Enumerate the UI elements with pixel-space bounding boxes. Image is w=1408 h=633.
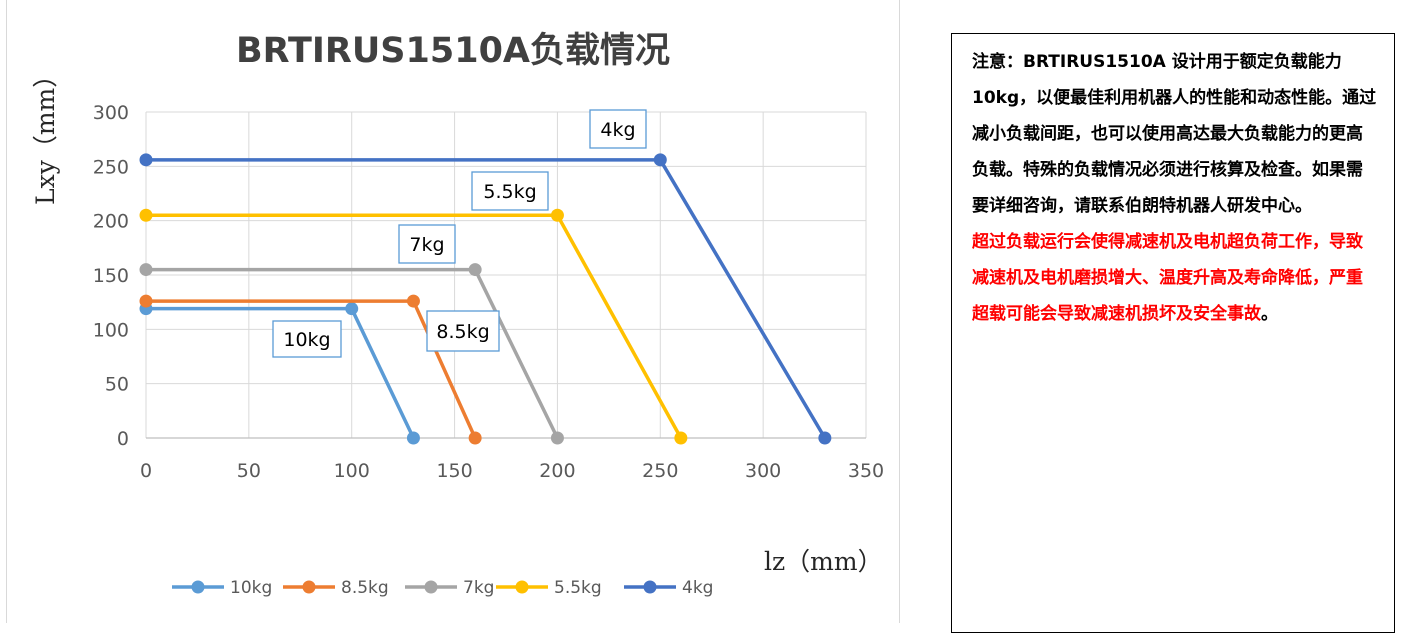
y-axis-title: Lxy（mm） xyxy=(31,63,60,205)
y-tick-label: 200 xyxy=(93,211,129,233)
annotation-box xyxy=(398,224,456,264)
x-tick-label: 100 xyxy=(334,460,370,482)
legend-marker xyxy=(515,580,529,594)
data-point-8.5kg xyxy=(139,294,153,308)
legend-label: 7kg xyxy=(463,578,494,598)
legend-label: 5.5kg xyxy=(554,578,602,598)
data-point-10kg xyxy=(345,302,359,316)
annotation-label: 5.5kg xyxy=(483,181,536,203)
data-point-5.5kg xyxy=(550,208,564,222)
x-tick-label: 0 xyxy=(140,460,152,482)
annotation-box xyxy=(589,109,647,149)
data-point-7kg xyxy=(550,431,564,445)
annotation-box xyxy=(426,310,500,352)
legend-marker xyxy=(643,580,657,594)
x-axis-title: lz（mm） xyxy=(764,547,883,576)
note-text: 注意：BRTIRUS1510A 设计用于额定负载能力10kg，以便最佳利用机器人… xyxy=(972,52,1377,216)
data-point-7kg xyxy=(139,263,153,277)
y-tick-label: 0 xyxy=(117,428,129,450)
load-chart: 0 50 100 150 200 250 300 0 50 100 150 200 250 300 350 B… xyxy=(31,31,884,598)
annotation-label: 8.5kg xyxy=(436,321,489,343)
data-point-8.5kg xyxy=(468,431,482,445)
x-tick-label: 350 xyxy=(848,460,884,482)
y-tick-label: 300 xyxy=(93,102,129,124)
chart-title: BRTIRUS1510A负载情况 xyxy=(236,31,670,71)
annotation-box xyxy=(471,171,549,211)
data-point-4kg xyxy=(139,153,153,167)
y-tick-label: 250 xyxy=(93,156,129,178)
note-box: 注意：BRTIRUS1510A 设计用于额定负载能力10kg，以便最佳利用机器人… xyxy=(951,33,1395,633)
x-tick-label: 250 xyxy=(642,460,678,482)
data-point-4kg xyxy=(818,431,832,445)
legend-marker xyxy=(424,580,438,594)
x-tick-label: 200 xyxy=(539,460,575,482)
data-point-5.5kg xyxy=(674,431,688,445)
y-tick-label: 100 xyxy=(93,319,129,341)
y-tick-label: 50 xyxy=(105,374,129,396)
data-point-7kg xyxy=(468,263,482,277)
legend-label: 8.5kg xyxy=(341,578,389,598)
annotation-label: 7kg xyxy=(409,234,444,256)
chart-frame xyxy=(6,0,900,623)
x-tick-label: 300 xyxy=(745,460,781,482)
annotation-label: 4kg xyxy=(600,119,635,141)
data-point-10kg xyxy=(406,431,420,445)
legend-marker xyxy=(191,580,205,594)
data-point-4kg xyxy=(653,153,667,167)
y-tick-label: 150 xyxy=(93,265,129,287)
x-tick-label: 150 xyxy=(436,460,472,482)
legend-marker xyxy=(302,580,316,594)
legend-label: 10kg xyxy=(230,578,272,598)
legend-label: 4kg xyxy=(682,578,713,598)
data-point-8.5kg xyxy=(406,294,420,308)
annotation-box xyxy=(272,320,342,358)
note-warning-end: 。 xyxy=(1261,304,1278,324)
data-point-5.5kg xyxy=(139,208,153,222)
x-tick-label: 50 xyxy=(237,460,261,482)
note-warning: 超过负载运行会使得减速机及电机超负荷工作，导致减速机及电机磨损增大、温度升高及寿… xyxy=(972,232,1363,324)
annotation-label: 10kg xyxy=(283,329,330,351)
